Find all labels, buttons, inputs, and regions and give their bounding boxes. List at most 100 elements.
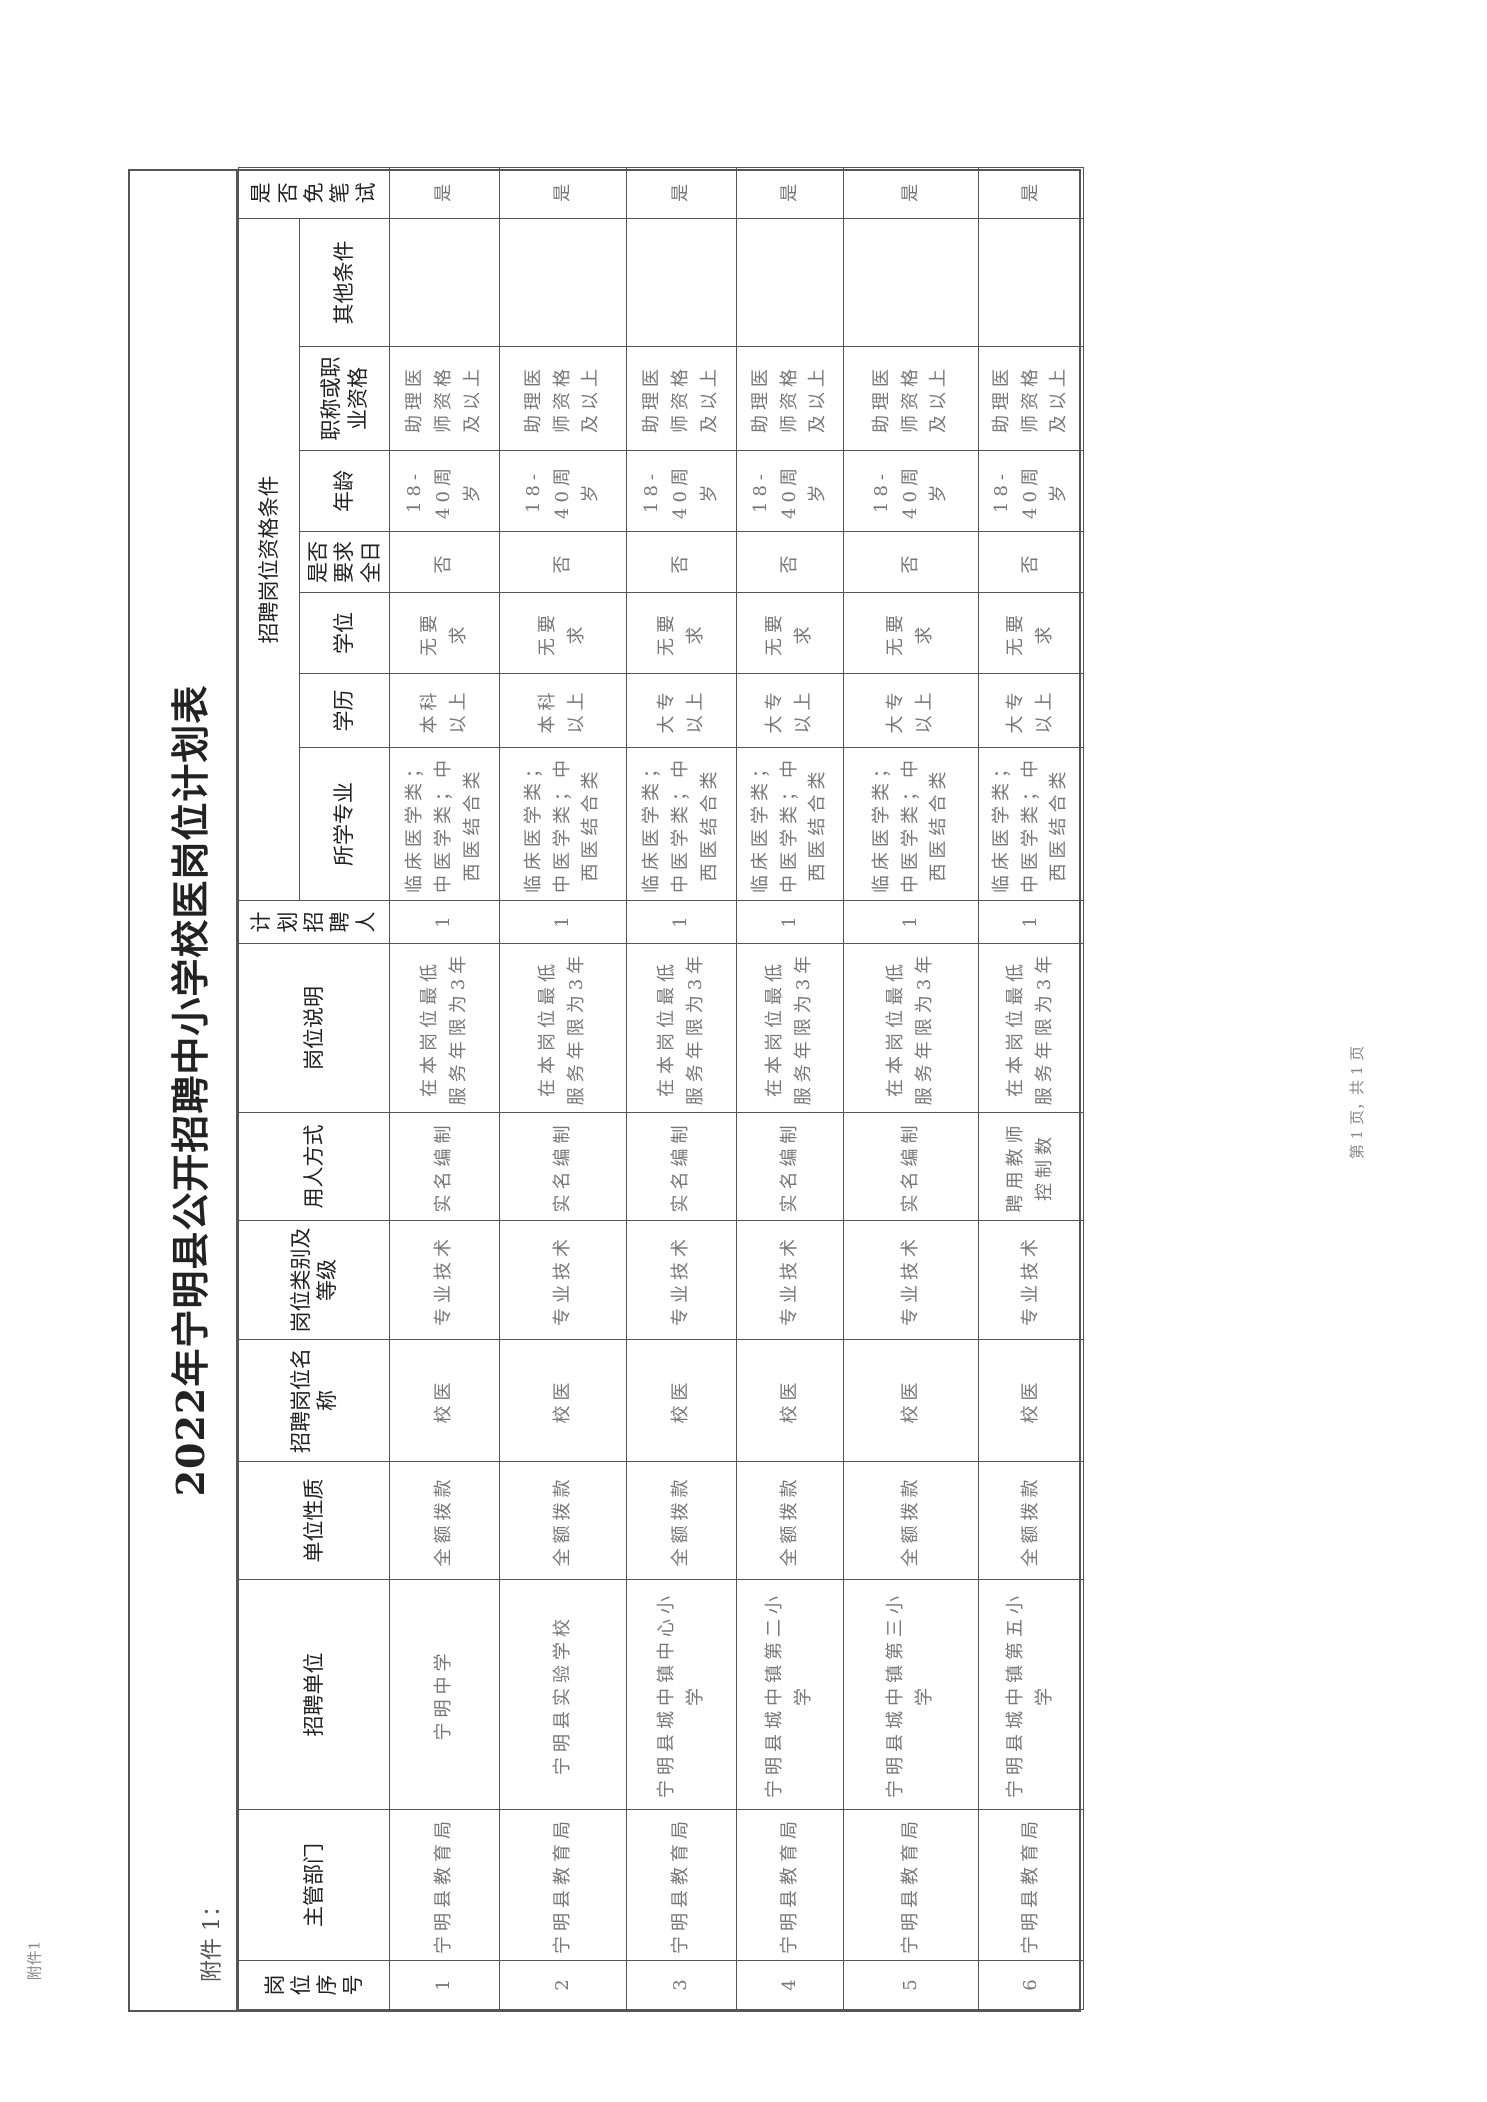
- header-qualification-group: 招聘岗位资格条件: [238, 218, 300, 901]
- cell-degree: 无要求: [736, 592, 844, 674]
- cell-age: 18-40周岁: [626, 450, 737, 532]
- cell-dept: 宁明县教育局: [978, 1809, 1084, 1961]
- header-education: 学历: [299, 673, 390, 748]
- cell-title-cert: 助理医师资格及以上: [626, 346, 737, 451]
- cell-age: 18-40周岁: [978, 450, 1084, 532]
- cell-plan: 1: [389, 900, 500, 944]
- cell-unit-type: 全额拨款: [843, 1461, 979, 1580]
- cell-seq: 3: [626, 1960, 737, 2010]
- cell-exempt: 是: [736, 167, 844, 219]
- header-fulltime: 是否要求全日: [299, 531, 390, 593]
- cell-other: [389, 218, 500, 347]
- cell-employ: 实名编制: [736, 1112, 844, 1221]
- cell-major: 临床医学类；中医学类；中西医结合类: [843, 747, 979, 901]
- cell-dept: 宁明县教育局: [499, 1809, 627, 1961]
- cell-title-cert: 助理医师资格及以上: [978, 346, 1084, 451]
- header-unit: 招聘单位: [238, 1579, 390, 1810]
- table-row: 4 宁明县教育局 宁明县城中镇第二小学 全额拨款 校医 专业技术 实名编制 在本岗位最低服务年…: [736, 167, 844, 2010]
- cell-post-desc: 在本岗位最低服务年限为3年: [843, 943, 979, 1113]
- cell-unit-type: 全额拨款: [389, 1461, 500, 1580]
- cell-other: [978, 218, 1084, 347]
- page-label: 附件1: [25, 1940, 44, 1981]
- cell-post-cat: 专业技术: [978, 1220, 1084, 1340]
- header-age: 年龄: [299, 450, 390, 532]
- cell-dept: 宁明县教育局: [736, 1809, 844, 1961]
- header-plan-count: 计划招聘人: [238, 900, 390, 944]
- cell-age: 18-40周岁: [499, 450, 627, 532]
- header-post-name: 招聘岗位名称: [238, 1339, 390, 1462]
- cell-other: [626, 218, 737, 347]
- cell-fulltime: 否: [843, 531, 979, 593]
- cell-dept: 宁明县教育局: [389, 1809, 500, 1961]
- cell-unit-type: 全额拨款: [978, 1461, 1084, 1580]
- header-unit-type: 单位性质: [238, 1461, 390, 1580]
- cell-employ: 实名编制: [626, 1112, 737, 1221]
- cell-unit: 宁明县实验学校: [499, 1579, 627, 1810]
- cell-degree: 无要求: [499, 592, 627, 674]
- cell-dept: 宁明县教育局: [626, 1809, 737, 1961]
- title-band: 附件 1： 2022年宁明县公开招聘中小学校医岗位计划表: [130, 171, 238, 2010]
- cell-employ: 实名编制: [843, 1112, 979, 1221]
- cell-plan: 1: [978, 900, 1084, 944]
- cell-other: [736, 218, 844, 347]
- table-row: 2 宁明县教育局 宁明县实验学校 全额拨款 校医 专业技术 实名编制 在本岗位最低服务年限为3…: [499, 167, 627, 2010]
- cell-exempt: 是: [389, 167, 500, 219]
- page-title: 2022年宁明县公开招聘中小学校医岗位计划表: [168, 684, 213, 1497]
- cell-unit-type: 全额拨款: [626, 1461, 737, 1580]
- header-exempt-written: 是否免笔试: [238, 167, 390, 219]
- cell-post-name: 校医: [389, 1339, 500, 1462]
- header-employ-method: 用人方式: [238, 1112, 390, 1221]
- cell-post-cat: 专业技术: [389, 1220, 500, 1340]
- cell-major: 临床医学类；中医学类；中西医结合类: [626, 747, 737, 901]
- cell-exempt: 是: [843, 167, 979, 219]
- header-degree: 学位: [299, 592, 390, 674]
- cell-seq: 4: [736, 1960, 844, 2010]
- header-post-desc: 岗位说明: [238, 943, 390, 1113]
- cell-post-desc: 在本岗位最低服务年限为3年: [499, 943, 627, 1113]
- cell-other: [843, 218, 979, 347]
- cell-seq: 5: [843, 1960, 979, 2010]
- cell-post-name: 校医: [499, 1339, 627, 1462]
- cell-unit: 宁明县城中镇第五小学: [978, 1579, 1084, 1810]
- cell-seq: 1: [389, 1960, 500, 2010]
- cell-unit: 宁明县城中镇中心小学: [626, 1579, 737, 1810]
- cell-seq: 2: [499, 1960, 627, 2010]
- cell-title-cert: 助理医师资格及以上: [843, 346, 979, 451]
- cell-fulltime: 否: [736, 531, 844, 593]
- header-other: 其他条件: [299, 218, 390, 347]
- cell-edu: 大专以上: [736, 673, 844, 748]
- cell-title-cert: 助理医师资格及以上: [389, 346, 500, 451]
- cell-fulltime: 否: [626, 531, 737, 593]
- cell-unit-type: 全额拨款: [736, 1461, 844, 1580]
- cell-edu: 大专以上: [978, 673, 1084, 748]
- cell-post-cat: 专业技术: [499, 1220, 627, 1340]
- cell-age: 18-40周岁: [843, 450, 979, 532]
- cell-plan: 1: [499, 900, 627, 944]
- cell-post-cat: 专业技术: [736, 1220, 844, 1340]
- cell-seq: 6: [978, 1960, 1084, 2010]
- cell-post-name: 校医: [626, 1339, 737, 1462]
- recruitment-plan-sheet: 附件 1： 2022年宁明县公开招聘中小学校医岗位计划表 岗位序号 主管部门 招…: [128, 167, 1084, 2012]
- cell-exempt: 是: [978, 167, 1084, 219]
- cell-post-desc: 在本岗位最低服务年限为3年: [736, 943, 844, 1113]
- cell-edu: 大专以上: [843, 673, 979, 748]
- cell-major: 临床医学类；中医学类；中西医结合类: [499, 747, 627, 901]
- cell-degree: 无要求: [626, 592, 737, 674]
- cell-unit-type: 全额拨款: [499, 1461, 627, 1580]
- header-seq: 岗位序号: [238, 1960, 390, 2010]
- cell-degree: 无要求: [389, 592, 500, 674]
- cell-dept: 宁明县教育局: [843, 1809, 979, 1961]
- cell-degree: 无要求: [978, 592, 1084, 674]
- cell-post-desc: 在本岗位最低服务年限为3年: [978, 943, 1084, 1113]
- cell-plan: 1: [736, 900, 844, 944]
- cell-employ: 聘用教师控制数: [978, 1112, 1084, 1221]
- cell-employ: 实名编制: [389, 1112, 500, 1221]
- cell-edu: 大专以上: [626, 673, 737, 748]
- cell-major: 临床医学类；中医学类；中西医结合类: [736, 747, 844, 901]
- cell-fulltime: 否: [978, 531, 1084, 593]
- cell-unit: 宁明县城中镇第二小学: [736, 1579, 844, 1810]
- page-footer: 第 1 页，共 1 页: [1348, 1045, 1367, 1160]
- cell-major: 临床医学类；中医学类；中西医结合类: [389, 747, 500, 901]
- cell-plan: 1: [843, 900, 979, 944]
- recruitment-table: 岗位序号 主管部门 招聘单位 单位性质 招聘岗位名称 岗位类别及等级 用人方式 …: [238, 167, 1084, 2010]
